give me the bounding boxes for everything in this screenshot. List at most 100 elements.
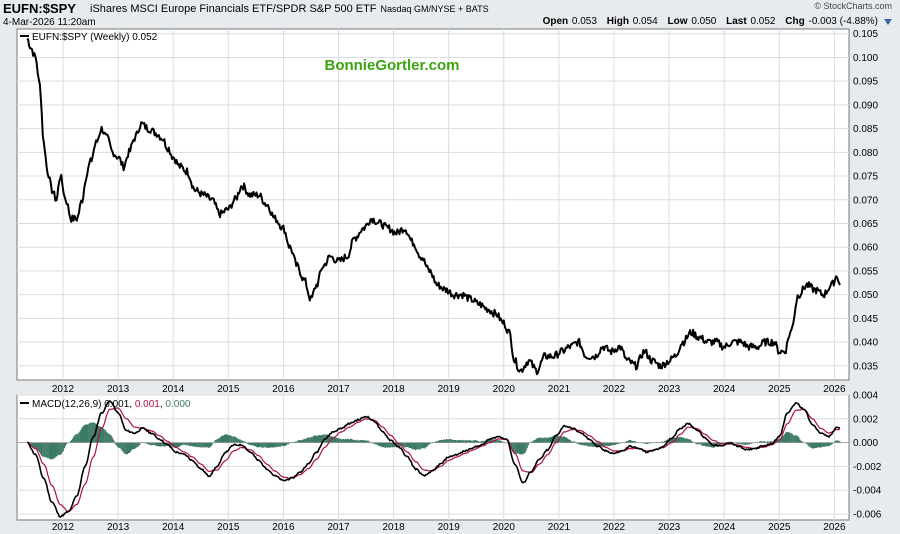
macd-hist-bar — [706, 442, 708, 447]
macd-hist-bar — [351, 438, 353, 443]
macd-hist-bar — [521, 442, 523, 455]
macd-hist-bar — [319, 435, 321, 443]
macd-hist-bar — [791, 433, 793, 443]
price-y-tick-label: 0.050 — [853, 290, 878, 301]
macd-hist-bar — [347, 438, 350, 443]
macd-hist-bar — [310, 437, 312, 443]
macd-hist-bar — [647, 442, 649, 444]
macd-hist-bar — [597, 442, 600, 447]
macd-hist-bar — [178, 442, 180, 447]
price-legend: EUFN:$SPY (Weekly) 0.052 — [32, 32, 158, 43]
macd-hist-bar — [199, 442, 201, 448]
macd-hist-bar — [303, 438, 305, 443]
macd-hist-bar — [473, 440, 476, 443]
macd-hist-bar — [380, 442, 383, 447]
macd-hist-bar — [761, 441, 763, 443]
macd-hist-bar — [216, 439, 218, 443]
macd-hist-bar — [286, 442, 289, 445]
macd-hist-bar — [40, 442, 42, 455]
macd-hist-bar — [702, 442, 704, 446]
macd-hist-bar — [223, 434, 226, 443]
macd-hist-bar — [379, 442, 382, 447]
macd-plot-area — [16, 394, 850, 521]
macd-hist-bar — [801, 441, 803, 443]
macd-hist-bar — [590, 442, 592, 447]
macd-hist-bar — [718, 442, 720, 446]
macd-hist-bar — [416, 442, 418, 450]
macd-hist-bar — [237, 438, 239, 443]
macd-legend: MACD(12,26,9) 0.001, 0.001, 0.000 — [32, 399, 191, 410]
macd-hist-bar — [680, 437, 682, 443]
macd-hist-bar — [762, 441, 764, 443]
price-x-tick-label: 2015 — [217, 384, 240, 395]
macd-hist-bar — [476, 440, 478, 443]
macd-hist-bar — [629, 439, 632, 443]
macd-hist-bar — [451, 439, 453, 443]
macd-hist-bar — [217, 438, 219, 443]
macd-hist-bar — [354, 439, 356, 443]
macd-hist-bar — [634, 441, 636, 443]
macd-hist-bar — [591, 442, 593, 447]
price-y-tick-label: 0.070 — [853, 195, 878, 206]
macd-hist-bar — [664, 440, 666, 443]
macd-hist-bar — [608, 442, 610, 446]
macd-hist-bar — [335, 437, 337, 443]
macd-hist-bar — [826, 442, 828, 447]
macd-hist-bar — [174, 442, 176, 448]
macd-hist-bar — [818, 442, 820, 448]
macd-hist-bar — [561, 436, 563, 443]
macd-hist-bar — [628, 440, 631, 443]
price-y-tick-label: 0.085 — [853, 124, 878, 135]
macd-hist-bar — [137, 442, 139, 447]
macd-hist-bar — [571, 441, 573, 443]
macd-hist-bar — [489, 439, 491, 443]
macd-y-tick-label: 0.004 — [853, 391, 878, 402]
macd-hist-bar — [811, 442, 813, 449]
macd-hist-bar — [515, 442, 517, 454]
macd-hist-bar — [825, 442, 827, 447]
macd-hist-bar — [813, 442, 815, 449]
macd-hist-bar — [836, 440, 838, 443]
macd-hist-bar — [796, 435, 798, 443]
macd-hist-bar — [257, 442, 259, 448]
macd-hist-bar — [242, 440, 244, 443]
price-x-tick-label: 2020 — [493, 384, 516, 395]
macd-hist-bar — [150, 442, 152, 446]
macd-hist-bar — [235, 437, 237, 443]
macd-hist-bar — [760, 441, 762, 443]
macd-hist-bar — [224, 434, 227, 443]
macd-hist-bar — [744, 442, 746, 446]
ohlc-readout: Open 0.053 High 0.054 Low 0.050 Last 0.0… — [536, 16, 878, 27]
macd-hist-bar — [62, 442, 64, 452]
macd-hist-bar — [181, 442, 183, 445]
macd-hist-bar — [690, 440, 693, 443]
macd-hist-bar — [93, 422, 95, 443]
dropdown-triangle-icon[interactable] — [884, 19, 892, 25]
macd-hist-bar — [687, 439, 689, 443]
macd-hist-bar — [299, 440, 301, 443]
macd-hist-bar — [272, 442, 274, 448]
macd-hist-bar — [406, 442, 408, 448]
macd-hist-bar — [589, 442, 591, 447]
macd-hist-bar — [185, 442, 187, 446]
macd-hist-bar — [675, 437, 677, 443]
price-y-axis: 0.035 0.040 0.045 0.050 0.055 0.060 0.065 0.070… — [853, 29, 878, 372]
macd-hist-bar — [182, 442, 184, 445]
macd-x-tick-label: 2021 — [548, 522, 571, 533]
macd-hist-bar — [533, 440, 535, 443]
macd-x-tick-label: 2015 — [217, 522, 240, 533]
high-value: 0.054 — [632, 16, 658, 27]
macd-hist-bar — [31, 442, 33, 447]
macd-hist-bar — [103, 428, 105, 443]
price-y-tick-label: 0.075 — [853, 172, 878, 183]
macd-hist-bar — [790, 432, 792, 443]
macd-hist-bar — [578, 442, 580, 445]
macd-hist-bar — [785, 432, 788, 443]
macd-hist-bar — [211, 442, 213, 446]
macd-hist-bar — [428, 442, 430, 445]
macd-hist-bar — [204, 442, 206, 448]
macd-hist-bar — [169, 442, 171, 447]
macd-hist-bar — [279, 442, 281, 447]
macd-hist-bar — [541, 437, 543, 443]
macd-hist-bar — [784, 432, 787, 443]
